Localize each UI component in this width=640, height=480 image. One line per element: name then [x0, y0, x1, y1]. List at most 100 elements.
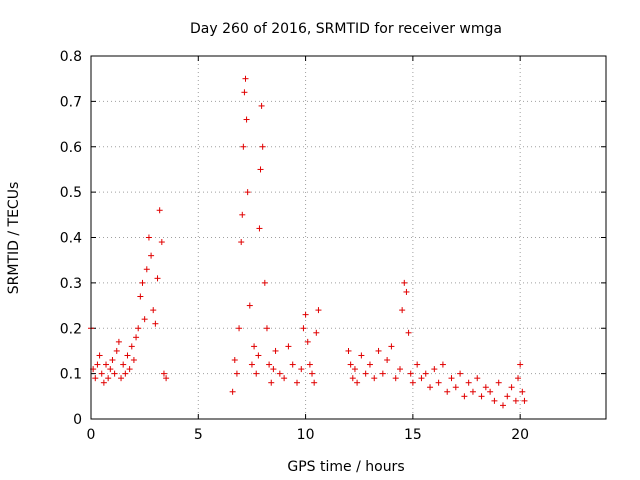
y-axis-label: SRMTID / TECUs [6, 182, 22, 295]
data-point [347, 361, 354, 368]
y-tick-label: 0.7 [60, 94, 82, 110]
data-point [261, 279, 268, 286]
data-point [276, 370, 283, 377]
data-point [407, 370, 414, 377]
data-point [115, 338, 122, 345]
data-point [371, 375, 378, 382]
data-point [304, 338, 311, 345]
data-point [403, 288, 410, 295]
chart-title: Day 260 of 2016, SRMTID for receiver wmg… [190, 21, 502, 37]
data-point [289, 361, 296, 368]
data-point [135, 325, 142, 332]
data-point [103, 361, 110, 368]
data-point [422, 370, 429, 377]
data-point [309, 370, 316, 377]
data-point [519, 388, 526, 395]
data-point [113, 347, 120, 354]
data-point [107, 366, 114, 373]
axis-ticks: 0 0.1 0.2 0.3 0.4 0.5 0.6 0.7 0.8 0 5 10 15 20 [60, 49, 606, 443]
data-point [156, 207, 163, 214]
data-point [248, 361, 255, 368]
y-tick-label: 0 [73, 412, 82, 428]
data-point [270, 366, 277, 373]
data-point [384, 357, 391, 364]
data-point [298, 366, 305, 373]
data-point [141, 316, 148, 323]
data-point [152, 320, 159, 327]
data-point [409, 379, 416, 386]
data-point [495, 379, 502, 386]
data-point [294, 379, 300, 386]
y-tick-label: 0.6 [60, 140, 82, 156]
x-axis-label: GPS time / hours [287, 459, 404, 475]
data-point [253, 370, 260, 377]
data-point [439, 361, 446, 368]
data-point [452, 384, 459, 391]
data-point [345, 347, 352, 354]
data-point [515, 375, 522, 382]
data-point [105, 375, 112, 382]
data-point [427, 384, 434, 391]
data-point [469, 388, 476, 395]
data-point [285, 343, 292, 350]
data-point [160, 370, 167, 377]
data-point [122, 370, 129, 377]
x-tick-label: 5 [194, 427, 203, 443]
data-point [158, 239, 165, 246]
data-point [243, 116, 250, 123]
data-point [281, 375, 288, 382]
data-point [517, 361, 524, 368]
data-point [242, 75, 249, 82]
data-point [92, 375, 99, 382]
data-point [163, 375, 170, 382]
data-point [231, 357, 238, 364]
data-point [401, 279, 408, 286]
data-point [379, 370, 386, 377]
data-point [111, 370, 118, 377]
data-point [465, 379, 472, 386]
data-point [133, 334, 140, 341]
data-point [251, 343, 258, 350]
data-point [118, 375, 125, 382]
y-tick-label: 0.2 [60, 321, 82, 337]
x-tick-label: 10 [297, 427, 315, 443]
data-point [255, 352, 262, 359]
data-point [259, 143, 266, 150]
data-point [491, 397, 498, 404]
data-point [258, 102, 265, 109]
data-point [504, 393, 511, 400]
data-point [96, 352, 103, 359]
data-point [98, 370, 105, 377]
y-tick-label: 0.1 [60, 367, 82, 383]
data-point [239, 211, 246, 218]
data-point [143, 266, 150, 273]
data-point [315, 307, 322, 314]
y-tick-label: 0.4 [60, 231, 82, 247]
data-point [313, 329, 320, 336]
data-point [148, 252, 155, 259]
x-tick-label: 20 [511, 427, 529, 443]
data-point [362, 370, 369, 377]
data-point [244, 189, 251, 196]
data-point [124, 352, 131, 359]
data-point [358, 352, 365, 359]
data-point [448, 375, 455, 382]
data-point [435, 379, 442, 386]
data-point [229, 388, 236, 395]
data-point [482, 384, 489, 391]
data-point [139, 279, 146, 286]
data-point [145, 234, 152, 241]
data-point [257, 166, 264, 173]
data-points [88, 75, 528, 409]
data-point [311, 379, 318, 386]
data-point [388, 343, 395, 350]
data-point [263, 325, 270, 332]
data-point [236, 325, 243, 332]
data-point [474, 375, 481, 382]
data-point [500, 402, 506, 409]
data-point [354, 379, 361, 386]
y-tick-label: 0.5 [60, 185, 82, 201]
data-point [241, 89, 248, 96]
data-point [375, 347, 382, 354]
